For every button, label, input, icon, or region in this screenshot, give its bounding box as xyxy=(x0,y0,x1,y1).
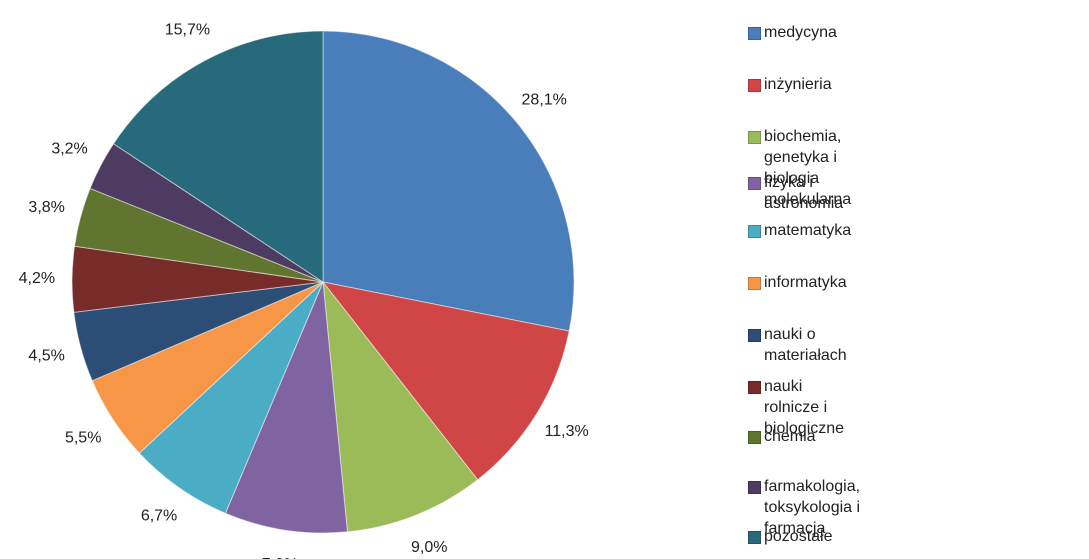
data-label: 11,3% xyxy=(545,423,589,440)
legend-swatch xyxy=(748,329,761,342)
pie-slice xyxy=(322,30,575,332)
legend-swatch xyxy=(748,431,761,444)
legend-label: nauki rolnicze i biologiczne xyxy=(764,378,845,437)
data-label: 3,2% xyxy=(51,140,87,157)
legend-swatch xyxy=(748,277,761,290)
data-label: 5,5% xyxy=(65,429,101,446)
legend-label: informatyka xyxy=(764,274,847,291)
pie-slice xyxy=(224,281,348,534)
data-label: 28,1% xyxy=(522,92,567,109)
pie-slice xyxy=(138,281,324,514)
legend-label: matematyka xyxy=(764,222,852,239)
legend-item: farmakologia, toksykologia i farmacja xyxy=(748,476,860,539)
legend-item: nauki o materiałach xyxy=(748,324,847,366)
legend-label: inżynieria xyxy=(764,76,832,93)
legend-label: pozostałe xyxy=(764,528,833,545)
legend-label: chemia xyxy=(764,428,816,445)
data-label: 15,7% xyxy=(165,21,210,38)
legend-swatch xyxy=(748,481,761,494)
legend-item: fizyka i astronomia xyxy=(748,172,843,214)
legend-label: biochemia, genetyka i biologia molekular… xyxy=(764,128,852,208)
legend-label: nauki o materiałach xyxy=(764,326,847,364)
pie-area: 28,1% 11,3% 9,0% 7,9% 6,7% 5,5% 4,5% 4,2% 3,8% 3,… xyxy=(19,21,589,559)
legend-item: biochemia, genetyka i biologia molekular… xyxy=(748,126,851,210)
data-label: 3,8% xyxy=(28,199,64,216)
legend-label: farmakologia, toksykologia i farmacja xyxy=(764,478,861,537)
data-label: 6,7% xyxy=(141,508,177,525)
pie-slice xyxy=(112,30,324,283)
data-label: 9,0% xyxy=(411,539,447,556)
data-label: 4,5% xyxy=(28,347,64,364)
legend-swatch xyxy=(748,131,761,144)
data-label: 4,2% xyxy=(19,270,55,287)
legend-swatch xyxy=(748,27,761,40)
legend-label: fizyka i astronomia xyxy=(764,174,844,212)
legend-item: inżynieria xyxy=(748,74,832,95)
legend-item: nauki rolnicze i biologiczne xyxy=(748,376,844,439)
pie-slice xyxy=(322,280,479,533)
data-label: 7,9% xyxy=(262,556,298,559)
legend-label: medycyna xyxy=(764,24,837,41)
legend-swatch xyxy=(748,225,761,238)
legend-item: pozostałe xyxy=(748,526,833,547)
legend-swatch xyxy=(748,381,761,394)
legend-item: medycyna xyxy=(748,22,837,43)
legend-item: informatyka xyxy=(748,272,847,293)
pie-slice xyxy=(321,281,570,481)
legend-swatch xyxy=(748,531,761,544)
legend-swatch xyxy=(748,177,761,190)
legend-item: matematyka xyxy=(748,220,851,241)
legend-swatch xyxy=(748,79,761,92)
legend-item: chemia xyxy=(748,426,816,447)
